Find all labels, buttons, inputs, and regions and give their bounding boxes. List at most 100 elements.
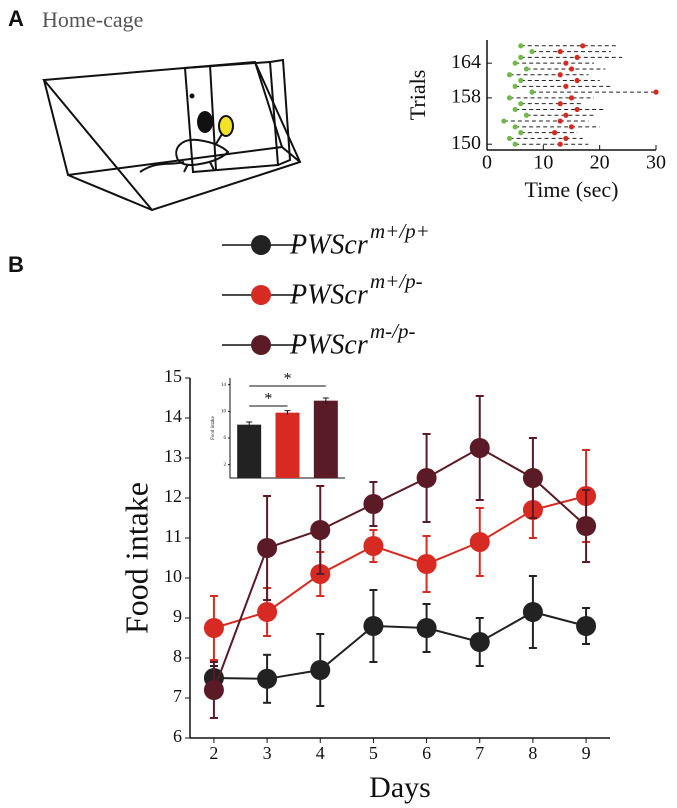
marker [203, 618, 224, 638]
trial-event [574, 106, 580, 113]
marker [257, 668, 278, 689]
trial-event [523, 66, 530, 72]
marker [363, 616, 384, 636]
trial-event [557, 101, 563, 107]
y-tick-label: 9 [173, 606, 182, 626]
x-tick-label: 10 [533, 152, 553, 174]
marker [469, 438, 490, 458]
legend-marker [251, 285, 271, 305]
legend-label: PWScr [289, 329, 368, 360]
bar [313, 400, 338, 478]
legend-marker [251, 335, 271, 355]
y-tick-label: 14 [221, 383, 227, 388]
trial-event [580, 43, 586, 49]
significance-label: * [264, 391, 272, 408]
y-tick-label: 10 [164, 566, 182, 586]
cage-drawing [42, 58, 302, 212]
trial-event [529, 89, 535, 95]
x-tick-label: 7 [475, 743, 484, 763]
y-tick-label: 8 [173, 646, 182, 666]
trial-event [653, 89, 659, 95]
trial-event [501, 118, 507, 124]
trial-event [574, 77, 580, 84]
trial-event [518, 43, 524, 49]
trial-event [563, 135, 569, 142]
cage-label: Home-cage [42, 7, 143, 32]
panel-label: B [8, 252, 24, 277]
trial-event [506, 72, 513, 78]
legend-superscript: m-/p- [370, 319, 416, 343]
trial-event [523, 112, 530, 118]
x-tick-label: 0 [482, 152, 492, 174]
y-tick-label: 6 [173, 726, 182, 746]
significance-label: * [284, 371, 292, 388]
trial-event [518, 54, 524, 60]
trial-event [506, 135, 513, 142]
marker [310, 660, 331, 680]
marker [416, 554, 437, 574]
marker [363, 494, 384, 514]
bar [237, 424, 262, 478]
trial-event [557, 72, 563, 78]
legend-marker [251, 235, 271, 255]
trial-event [512, 141, 518, 147]
trial-event [557, 141, 563, 147]
trial-event [518, 101, 524, 107]
x-tick-label: 6 [422, 743, 431, 763]
marker [257, 538, 278, 558]
x-tick-label: 3 [263, 743, 272, 763]
x-tick-label: 8 [528, 743, 537, 763]
trial-event [568, 95, 575, 101]
trial-event [563, 60, 569, 66]
marker [416, 468, 437, 488]
x-tick-label: 5 [369, 743, 378, 763]
marker [203, 680, 224, 700]
x-tick-label: 4 [316, 743, 325, 763]
y-axis-label: Food intake [211, 415, 216, 440]
y-tick-label: 164 [451, 51, 481, 73]
x-tick-label: 2 [209, 743, 218, 763]
marker [522, 468, 543, 488]
y-axis-label: Food intake [118, 482, 154, 634]
y-tick-label: 7 [173, 686, 182, 706]
legend-superscript: m+/p- [370, 269, 423, 293]
y-tick-label: 13 [164, 446, 182, 466]
y-tick-label: 2 [224, 463, 227, 468]
y-tick-label: 12 [164, 486, 182, 506]
x-tick-label: 20 [590, 152, 610, 174]
legend-superscript: m+/p+ [370, 219, 430, 243]
marker [576, 616, 597, 636]
trial-event [518, 130, 524, 136]
marker [576, 516, 597, 536]
x-tick-label: 9 [582, 743, 591, 763]
trial-event [512, 106, 518, 113]
y-tick-label: 6 [224, 436, 227, 441]
bar [275, 412, 300, 478]
marker [416, 618, 437, 638]
y-tick-label: 11 [165, 526, 182, 546]
x-axis-label: Time (sec) [525, 177, 619, 202]
y-tick-label: 158 [451, 85, 481, 107]
marker [522, 602, 543, 622]
panel-label: A [8, 6, 24, 31]
trial-event [529, 48, 535, 55]
trial-event [518, 77, 524, 84]
trial-event [563, 83, 569, 89]
x-tick-label: 30 [646, 152, 666, 174]
marker [257, 602, 278, 622]
y-axis-label: Trials [405, 70, 430, 121]
trial-event [512, 60, 518, 66]
y-tick-label: 14 [164, 406, 182, 426]
trial-event [574, 54, 580, 60]
x-axis-label: Days [369, 771, 431, 804]
trial-event [506, 95, 513, 101]
marker [363, 536, 384, 556]
series-line [213, 495, 587, 629]
trial-event [557, 48, 563, 55]
legend-label: PWScr [289, 229, 368, 260]
marker [469, 532, 490, 552]
series-line [213, 610, 587, 680]
y-tick-label: 15 [164, 366, 182, 386]
trial-event [568, 124, 575, 130]
